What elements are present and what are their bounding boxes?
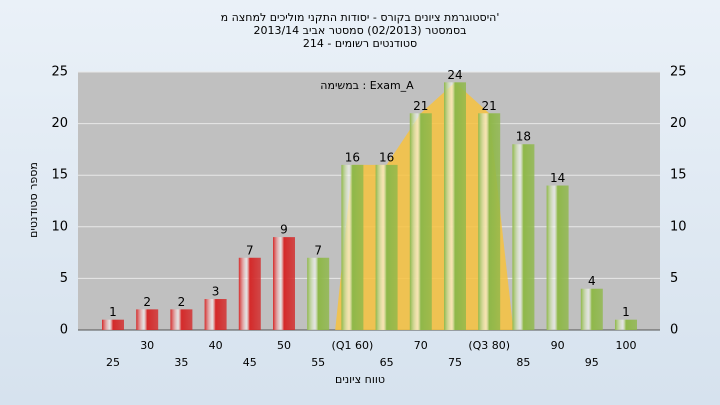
bar [546,185,569,330]
bar [307,257,330,330]
x-tick-label: 50 [277,339,291,352]
x-tick-label: 25 [106,356,120,369]
y-tick-label: 5 [60,271,68,286]
x-tick-label: 100 [616,339,637,352]
bar [102,319,124,330]
y-tick-label: 5 [670,271,678,286]
y-tick-label: 0 [60,323,68,338]
y-tick-label: 20 [670,116,687,131]
annotation: במשימה : Exam_A [320,79,414,92]
x-tick-label: 65 [380,356,394,369]
x-tick-label: 40 [209,339,223,352]
data-label: 18 [516,130,531,144]
x-tick-label: 35 [174,356,188,369]
y-axis-label: מספר סטודנטים [27,162,40,238]
data-label: 14 [550,171,565,185]
x-tick-label: 85 [516,356,530,369]
y-tick-label: 15 [670,168,687,183]
x-tick-label: 55 [311,356,325,369]
bar [273,237,295,330]
x-tick-label: 75 [448,356,462,369]
bar [136,309,159,330]
data-label: 16 [379,150,394,164]
y-tick-label: 20 [51,116,68,131]
bar [238,257,261,330]
data-label: 2 [143,295,151,309]
data-label: 4 [588,274,596,288]
x-tick-label: (Q1 60) [332,339,374,352]
y-tick-label: 10 [51,219,68,234]
bar [341,164,364,330]
x-tick-label: 30 [140,339,154,352]
x-tick-label: (Q3 80) [468,339,510,352]
y-tick-label: 25 [51,65,68,80]
x-tick-label: 70 [414,339,428,352]
data-label: 7 [314,243,322,257]
data-label: 3 [212,285,220,299]
bar [444,82,466,330]
data-label: 1 [622,305,630,319]
y-tick-label: 15 [51,168,68,183]
y-tick-label: 25 [670,65,687,80]
data-label: 2 [178,295,186,309]
x-tick-label: 90 [551,339,565,352]
chart-subtitle: בסמסטר (02/2013) סמסטר אביב 2013/14 [253,24,466,37]
bar [615,319,637,330]
data-label: 21 [482,99,497,113]
data-label: 7 [246,243,254,257]
data-label: 9 [280,223,288,237]
bar [409,113,432,330]
data-label: 24 [447,68,462,82]
data-label: 21 [413,99,428,113]
data-label: 1 [109,305,117,319]
chart-subtitle: סטודנטים רשומים - 214 [303,37,417,50]
y-tick-label: 10 [670,219,687,234]
x-tick-label: 45 [243,356,257,369]
x-axis-label: טווח ציונים [335,373,385,386]
bar [204,299,227,330]
bar [580,288,603,330]
y-tick-label: 0 [670,323,678,338]
bar [512,144,535,330]
bar [170,309,193,330]
bar [478,113,501,330]
bar [375,164,398,330]
chart-title: היסטוגרמת ציונים בקורס - יסודות התקני מו… [221,11,500,24]
data-label: 16 [345,150,360,164]
x-tick-label: 95 [585,356,599,369]
